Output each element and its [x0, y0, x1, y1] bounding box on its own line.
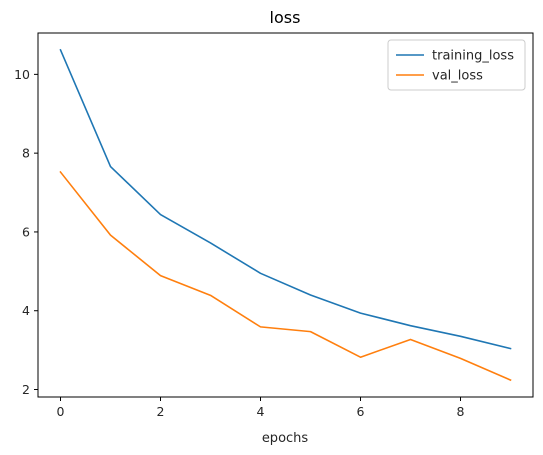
y-tick-label: 4 — [22, 303, 30, 318]
y-tick-label: 6 — [22, 224, 30, 239]
y-tick-label: 10 — [14, 67, 30, 82]
legend: training_loss val_loss — [387, 39, 526, 91]
legend-box — [387, 39, 526, 91]
y-tick-label: 8 — [22, 146, 30, 161]
plot-frame — [37, 32, 534, 398]
legend-label-training-loss: training_loss — [432, 49, 514, 64]
x-tick-label: 4 — [257, 404, 265, 419]
chart-title: loss — [270, 8, 301, 27]
y-tick-label: 2 — [22, 382, 30, 397]
series-line-training-loss — [59, 48, 512, 350]
x-tick-label: 8 — [457, 404, 465, 419]
series-line-val-loss — [59, 170, 512, 382]
x-axis-label: epochs — [262, 431, 309, 446]
legend-label-val-loss: val_loss — [432, 69, 483, 84]
x-tick-label: 2 — [157, 404, 165, 419]
x-tick-label: 6 — [357, 404, 365, 419]
x-tick-label: 0 — [57, 404, 65, 419]
